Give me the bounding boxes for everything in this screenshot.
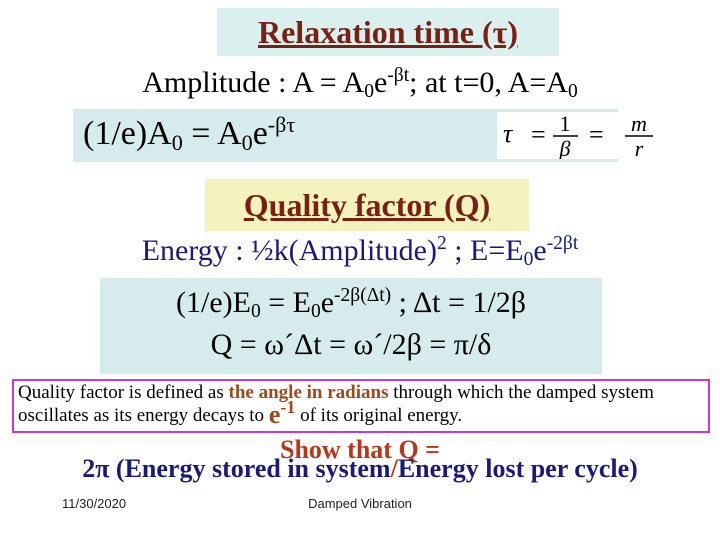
amplitude-prefix: Amplitude : A = A [142, 66, 365, 99]
def-e-base: e [268, 400, 281, 429]
energy-exp: -2βt [546, 233, 579, 255]
energy-line: Energy : ½k(Amplitude)2 ; E=E0e-2βt [0, 233, 720, 270]
def-part3: of its original energy. [295, 405, 463, 426]
q-l1-sub1: 0 [310, 300, 321, 322]
show-that-formula: 2π (Energy stored in system/Energy lost … [0, 454, 720, 484]
q-l1-a: (1/e)E [176, 286, 251, 319]
def-part2: through which the damped system oscillat… [18, 382, 654, 426]
tau-num1: 1 [560, 112, 571, 136]
tau-equals-2: = [589, 120, 604, 149]
eq-lhs-c: e [252, 115, 268, 152]
quality-equation-line1: (1/e)E0 = E0e-2β(Δt) ; Δt = 1/2β [100, 285, 602, 322]
tau-symbol: τ [503, 119, 514, 148]
tau-num2: m [631, 112, 647, 136]
energy-exp2: 2 [436, 233, 447, 255]
def-e-exp: -1 [280, 397, 296, 418]
amplitude-exp: -βt [387, 65, 410, 87]
amplitude-line: Amplitude : A = A0e-βt; at t=0, A=A0 [0, 65, 720, 102]
eq-lhs-b: = A [182, 115, 242, 152]
amplitude-e: e [373, 66, 388, 99]
energy-prefix: Energy : ½k(Amplitude) [141, 234, 437, 267]
def-highlight: the angle in radians [228, 382, 389, 403]
tau-den1: β [559, 136, 571, 159]
show-formula-slash: / [390, 454, 398, 483]
eq-lhs-a: (1/e)A [83, 115, 172, 152]
slide-date: 11/30/2020 [62, 496, 127, 511]
amplitude-suffix: ; at t=0, A=A [409, 66, 568, 99]
quality-title-box: Quality factor (Q) [205, 179, 529, 231]
show-that-heading: Show that Q = [279, 435, 440, 464]
tau-den2: r [635, 136, 644, 159]
quality-equation-box: (1/e)E0 = E0e-2β(Δt) ; Δt = 1/2β Q = ω´Δ… [100, 278, 602, 374]
q-l1-exp: -2β(Δt) [334, 285, 392, 307]
q-l1-d: ; Δt = 1/2β [391, 286, 526, 319]
eq-lhs-sub1: 0 [241, 129, 253, 155]
q-l1-sub0: 0 [250, 300, 261, 322]
energy-e: e [533, 234, 547, 267]
definition-box: Quality factor is defined as the angle i… [12, 379, 710, 433]
show-formula-b: Energy lost per cycle) [397, 454, 638, 483]
amplitude-sub1: 0 [567, 80, 578, 102]
energy-sub0: 0 [523, 248, 534, 270]
relaxation-equation: (1/e)A0 = A0e-βτ [83, 111, 296, 155]
tau-formula: τ = 1 β = m r [497, 112, 665, 159]
definition-text: Quality factor is defined as the angle i… [18, 382, 708, 429]
quality-title: Quality factor (Q) [243, 186, 491, 223]
slide-footer: Damped Vibration [308, 496, 412, 511]
show-formula-a: 2π (Energy stored in system [82, 454, 391, 483]
amplitude-sub0: 0 [364, 80, 374, 102]
tau-equals-1: = [531, 120, 546, 149]
relaxation-title-box: Relaxation time (τ) [217, 8, 559, 56]
def-e: e-1 [268, 397, 296, 429]
q-l1-c: e [320, 286, 335, 319]
relaxation-title: Relaxation time (τ) [257, 13, 518, 50]
energy-mid: ; E=E [446, 234, 524, 267]
eq-lhs-exp: -βτ [267, 111, 296, 137]
quality-equation-line2: Q = ω´Δt = ω´/2β = π/δ [210, 328, 492, 361]
eq-lhs-sub0: 0 [171, 129, 183, 155]
def-part1: Quality factor is defined as [18, 382, 229, 403]
relaxation-equation-box: (1/e)A0 = A0e-βτ τ = 1 β = m r [73, 109, 665, 162]
q-l1-b: = E [260, 286, 311, 319]
